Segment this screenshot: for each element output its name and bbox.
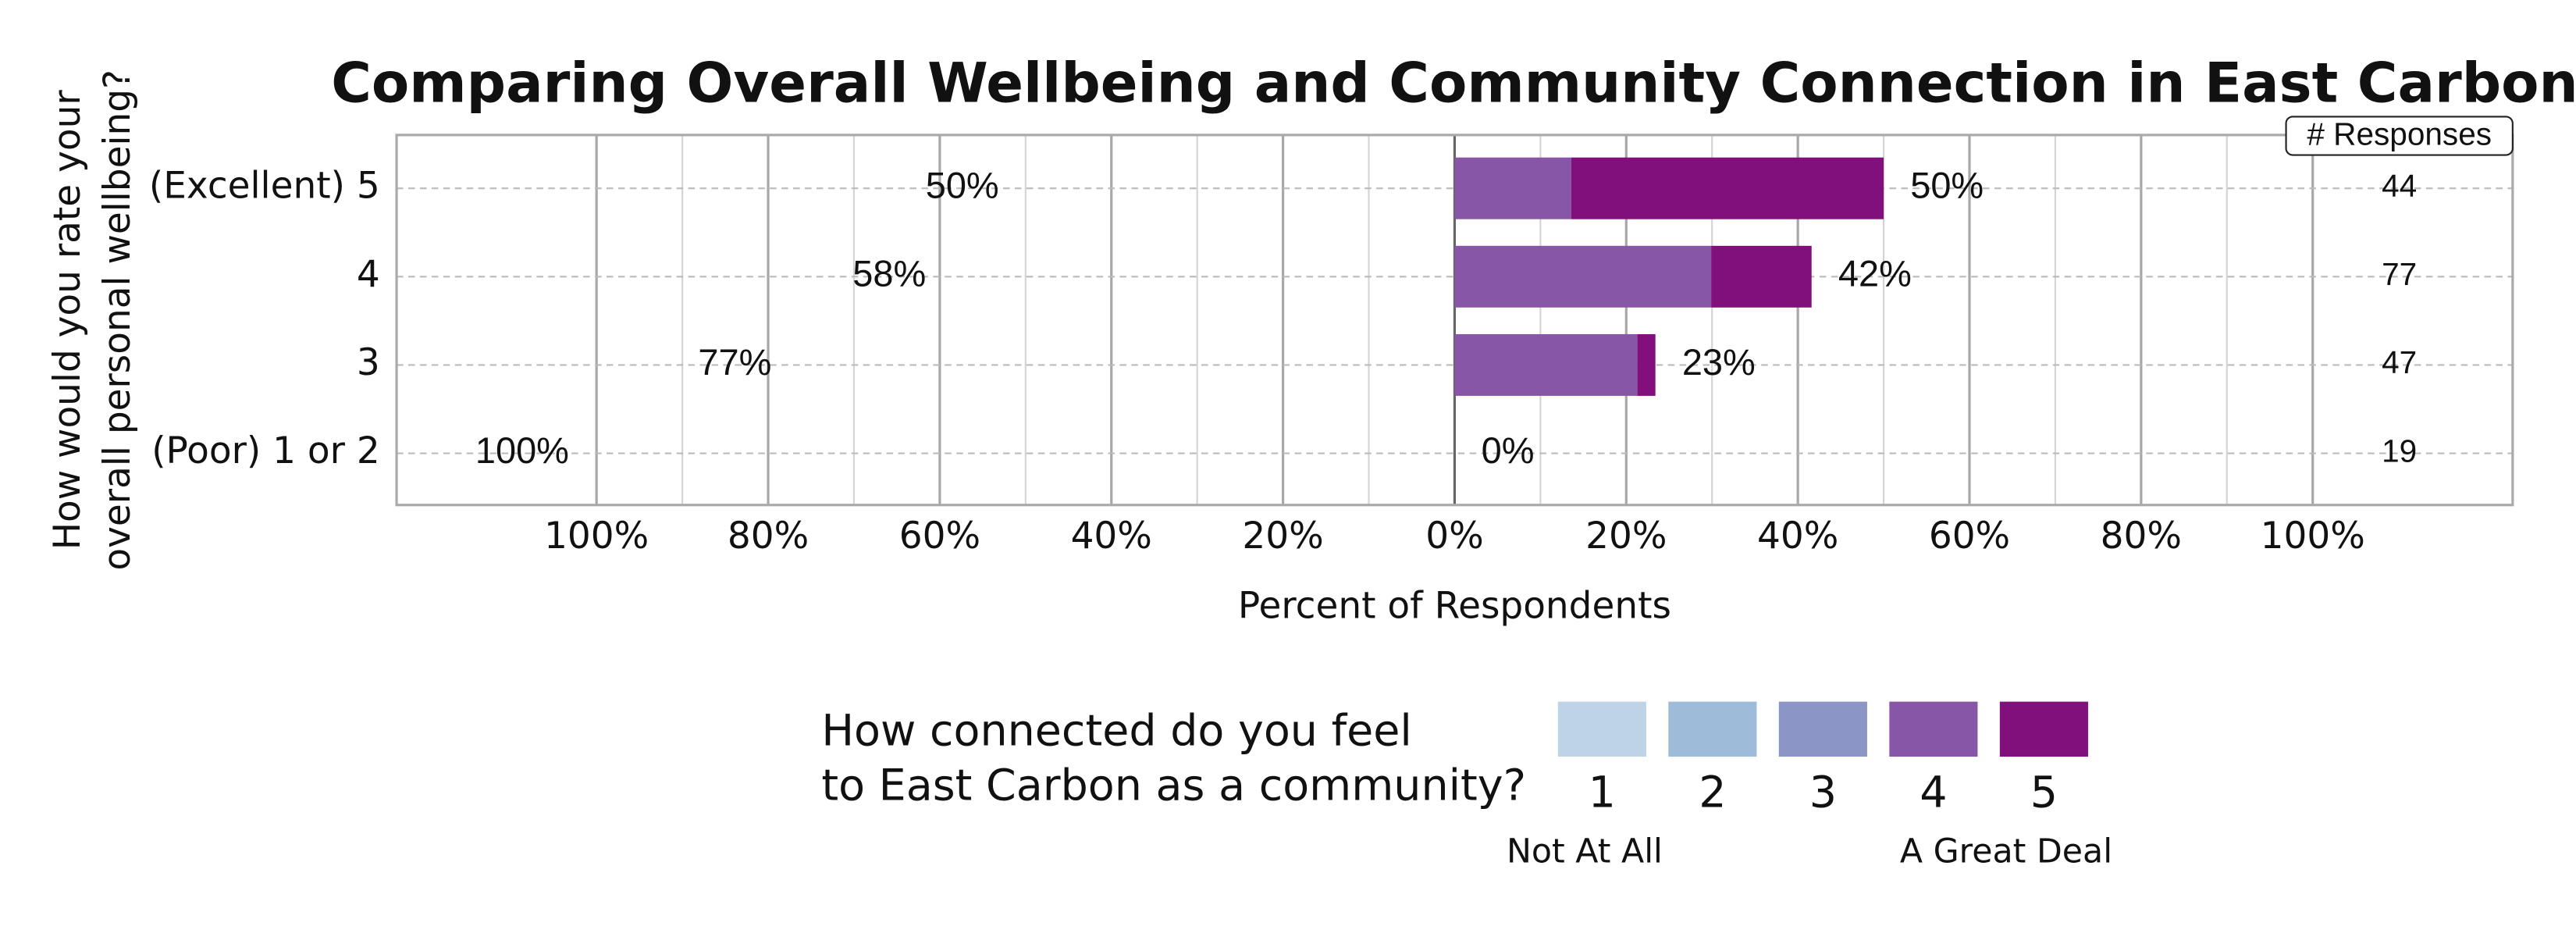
- x-tick-label: 40%: [1071, 515, 1152, 558]
- y-tick-label: (Excellent) 5: [149, 165, 380, 208]
- bar-segment: [1454, 157, 1571, 219]
- right-total-label: 42%: [1838, 253, 1912, 294]
- x-tick-label: 60%: [899, 515, 980, 558]
- legend-title: to East Carbon as a community?: [821, 761, 1526, 811]
- responses-header-box: [2285, 116, 2514, 156]
- left-total-label: 77%: [698, 341, 771, 383]
- legend-low-label: Not At All: [1507, 832, 1663, 871]
- x-axis-title: Percent of Respondents: [1238, 585, 1671, 628]
- x-tick-label: 80%: [728, 515, 809, 558]
- legend-title: How connected do you feel: [821, 705, 1411, 756]
- y-axis-title: overall personal wellbeing?: [96, 69, 139, 571]
- response-count: 44: [2382, 168, 2417, 204]
- response-count: 19: [2382, 433, 2417, 468]
- x-tick-label: 20%: [1242, 515, 1323, 558]
- legend-label: 2: [1699, 767, 1726, 818]
- response-count: 47: [2382, 344, 2417, 380]
- legend-swatch: [1668, 701, 1757, 757]
- bar-segment: [1711, 245, 1812, 308]
- right-total-label: 0%: [1482, 429, 1535, 471]
- left-total-label: 50%: [926, 165, 999, 206]
- legend-swatch: [1557, 701, 1646, 757]
- legend-label: 5: [2030, 767, 2058, 818]
- plot-frame: [395, 134, 2514, 507]
- right-total-label: 23%: [1682, 341, 1756, 383]
- bar-segment: [1454, 245, 1712, 308]
- x-tick-label: 40%: [1757, 515, 1838, 558]
- x-tick-label: 60%: [1929, 515, 2010, 558]
- x-tick-label: 100%: [2261, 515, 2365, 558]
- y-tick-label: 4: [357, 253, 380, 296]
- bar-segment: [1454, 333, 1638, 396]
- left-total-label: 100%: [475, 429, 569, 471]
- responses-header: # Responses: [2307, 116, 2492, 152]
- response-count: 77: [2382, 256, 2417, 292]
- left-total-label: 58%: [852, 253, 926, 294]
- legend-label: 1: [1589, 767, 1616, 818]
- y-axis-title: How would you rate your: [46, 90, 89, 550]
- x-tick-label: 80%: [2101, 515, 2182, 558]
- legend-swatch: [1778, 701, 1867, 757]
- legend-high-label: A Great Deal: [1900, 832, 2112, 871]
- y-tick-label: 3: [357, 341, 380, 384]
- x-tick-label: 100%: [544, 515, 649, 558]
- legend-swatch: [1999, 701, 2088, 757]
- legend-label: 4: [1920, 767, 1947, 818]
- chart-title: Comparing Overall Wellbeing and Communit…: [331, 52, 2576, 116]
- bar-segment: [1571, 157, 1884, 219]
- bar-segment: [1637, 333, 1656, 396]
- y-tick-label: (Poor) 1 or 2: [151, 429, 380, 472]
- legend-label: 3: [1809, 767, 1837, 818]
- x-tick-label: 0%: [1425, 515, 1483, 558]
- right-total-label: 50%: [1910, 165, 1984, 206]
- x-tick-label: 20%: [1585, 515, 1667, 558]
- legend-swatch: [1889, 701, 1978, 757]
